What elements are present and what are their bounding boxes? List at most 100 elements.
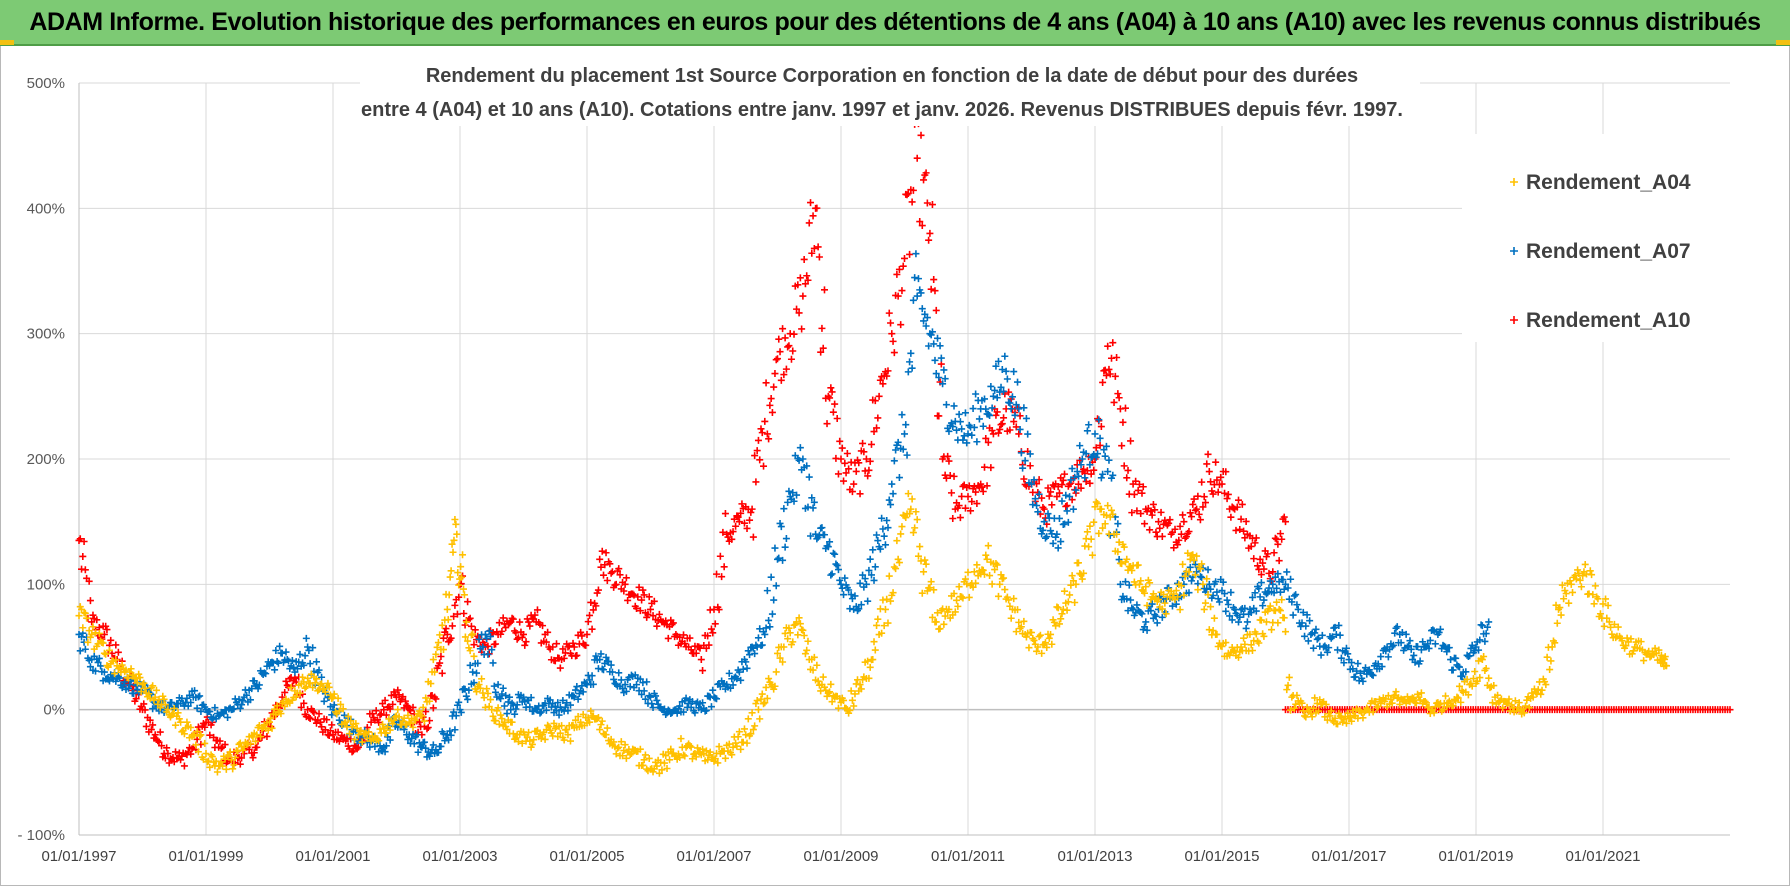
data-point (598, 717, 606, 725)
data-point (615, 565, 623, 573)
data-point (443, 605, 451, 613)
data-point (1246, 605, 1254, 613)
data-point (597, 721, 605, 729)
data-point (997, 421, 1005, 429)
data-point (1288, 598, 1296, 606)
data-point (314, 687, 322, 695)
data-point (1207, 603, 1215, 611)
data-point (1028, 628, 1035, 636)
data-point (1077, 461, 1085, 469)
data-point (937, 360, 945, 368)
data-point (1485, 618, 1493, 626)
data-point (1278, 596, 1286, 604)
data-point (828, 388, 836, 396)
data-point (205, 757, 213, 765)
data-point (998, 366, 1006, 374)
data-point (746, 651, 754, 659)
data-point (920, 568, 928, 576)
data-point (972, 488, 980, 496)
data-point (1248, 647, 1256, 655)
data-point (290, 663, 298, 671)
data-point (917, 131, 925, 139)
data-point (850, 702, 858, 710)
data-point (864, 597, 872, 605)
data-point (1026, 450, 1034, 458)
data-point (643, 678, 651, 686)
data-point (636, 745, 644, 753)
data-point (1010, 368, 1018, 376)
data-point (1348, 659, 1356, 667)
data-point (401, 697, 409, 705)
data-point (277, 710, 285, 718)
data-point (1142, 583, 1150, 591)
data-point (706, 693, 714, 701)
data-point (1271, 534, 1279, 542)
data-point (772, 356, 780, 364)
data-point (287, 684, 295, 692)
data-point (1237, 606, 1245, 614)
data-point (687, 743, 695, 751)
data-point (1256, 555, 1264, 563)
data-point (676, 754, 684, 762)
data-point (1259, 559, 1267, 567)
data-point (1152, 528, 1160, 536)
data-point (592, 652, 600, 660)
data-point (634, 593, 642, 601)
data-point (489, 712, 497, 720)
data-point (594, 586, 602, 594)
data-point (621, 741, 629, 749)
data-point (729, 681, 737, 689)
data-point (903, 451, 911, 459)
data-point (579, 688, 587, 696)
data-point (807, 532, 815, 540)
data-point (1646, 653, 1654, 661)
data-point (376, 725, 384, 733)
data-point (1436, 699, 1444, 707)
data-point (250, 677, 258, 685)
data-point (815, 253, 823, 261)
data-point (1274, 570, 1282, 578)
data-point (813, 661, 821, 669)
data-point (639, 761, 647, 769)
data-point (767, 395, 775, 403)
data-point (828, 698, 836, 706)
data-point (793, 491, 801, 499)
data-point (1464, 691, 1472, 699)
data-point (518, 633, 526, 641)
data-point (473, 688, 481, 696)
data-point (1001, 352, 1009, 360)
data-point (1596, 610, 1604, 618)
data-point (945, 427, 953, 435)
data-point (871, 397, 879, 405)
data-point (1282, 628, 1289, 636)
data-point (1101, 452, 1109, 460)
data-point (1021, 457, 1029, 465)
data-point (1342, 644, 1350, 652)
data-point (1209, 490, 1217, 498)
data-point (930, 340, 938, 348)
data-point (1393, 623, 1401, 631)
data-point (997, 383, 1005, 391)
data-point (754, 706, 762, 714)
data-point (337, 700, 345, 708)
data-point (323, 716, 331, 724)
data-point (1589, 591, 1597, 599)
data-point (499, 684, 507, 692)
data-point (1174, 579, 1182, 587)
data-point (596, 555, 604, 563)
data-point (800, 255, 808, 263)
data-point (502, 624, 510, 632)
data-point (1214, 488, 1222, 496)
data-point (959, 482, 967, 490)
data-point (692, 753, 700, 761)
data-point (1069, 505, 1077, 513)
data-point (1137, 608, 1145, 616)
data-point (1007, 405, 1015, 413)
data-point (1096, 505, 1104, 513)
data-point (1586, 567, 1594, 575)
data-point (1233, 503, 1241, 511)
data-point (1290, 592, 1298, 600)
data-point (1241, 604, 1249, 612)
data-point (897, 321, 905, 329)
